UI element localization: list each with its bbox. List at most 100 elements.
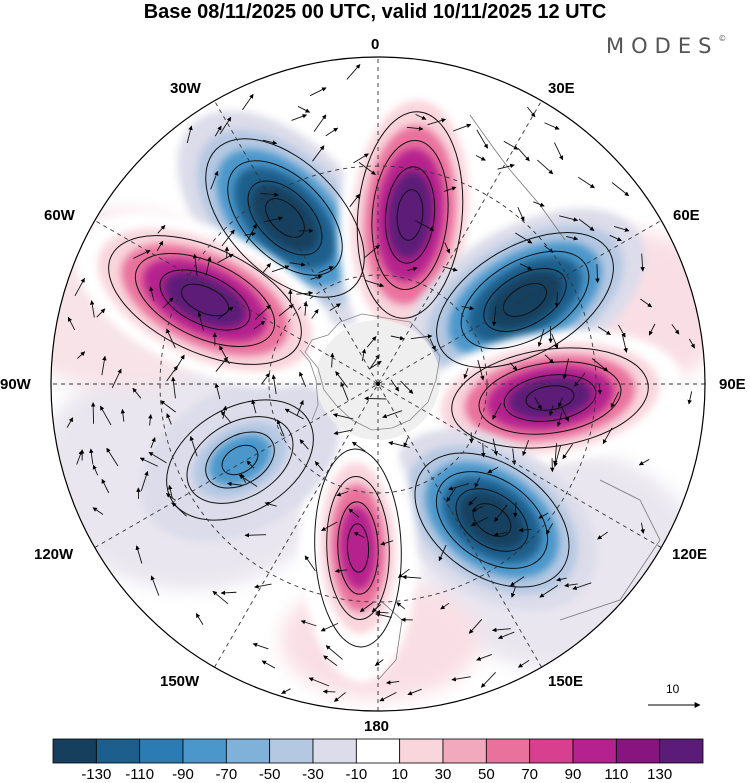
streamline-loop bbox=[435, 471, 549, 569]
wind-arrow bbox=[358, 161, 376, 175]
wind-arrow bbox=[92, 464, 99, 476]
wind-arrow bbox=[156, 240, 164, 251]
wind-arrow bbox=[564, 583, 578, 588]
brand-text: MODES bbox=[606, 34, 719, 58]
wind-arrow bbox=[640, 253, 645, 272]
wind-arrow bbox=[168, 484, 173, 499]
streamline-loop bbox=[265, 198, 305, 238]
wind-arrow bbox=[566, 235, 579, 241]
wind-arrow bbox=[517, 147, 530, 162]
wind-arrow bbox=[197, 311, 205, 331]
wind-arrow bbox=[549, 405, 554, 416]
wind-arrow bbox=[321, 521, 338, 532]
streamline-loop bbox=[502, 283, 548, 317]
wind-arrow bbox=[406, 126, 424, 131]
wind-arrow bbox=[401, 574, 422, 580]
wind-arrow bbox=[640, 522, 645, 534]
wind-arrow bbox=[309, 87, 327, 97]
wind-arrow bbox=[304, 555, 316, 572]
wind-arrow bbox=[186, 125, 193, 144]
wind-arrow bbox=[221, 229, 235, 247]
wind-arrow bbox=[561, 406, 569, 422]
wind-arrow bbox=[314, 461, 324, 471]
wind-arrow bbox=[410, 334, 433, 340]
wind-arrow bbox=[477, 359, 485, 381]
wind-arrow bbox=[613, 225, 630, 232]
vortex-contour bbox=[387, 171, 433, 259]
wind-arrow bbox=[261, 372, 270, 384]
wind-arrow bbox=[427, 118, 446, 126]
wind-arrow bbox=[415, 220, 435, 231]
wind-arrow bbox=[320, 622, 339, 632]
wind-arrow bbox=[407, 688, 422, 696]
wind-arrow bbox=[597, 326, 611, 336]
wind-arrow bbox=[353, 531, 365, 539]
wind-arrow bbox=[101, 478, 110, 494]
wind-arrow bbox=[638, 459, 650, 466]
wind-arrow bbox=[364, 244, 380, 259]
wind-arrow bbox=[336, 491, 349, 497]
streamline-loop bbox=[314, 448, 402, 648]
wind-arrow bbox=[212, 590, 229, 605]
streamline-loop bbox=[134, 252, 276, 348]
wind-arrow bbox=[374, 659, 384, 667]
wind-arrow bbox=[346, 64, 361, 80]
wind-arrow bbox=[308, 677, 330, 687]
wind-arrow bbox=[511, 448, 517, 466]
wind-arrow bbox=[509, 362, 518, 371]
wind-arrow bbox=[189, 435, 198, 457]
wind-arrow bbox=[510, 576, 525, 587]
brand-mark: © bbox=[718, 34, 727, 43]
wind-arrow bbox=[468, 496, 477, 506]
wind-arrow bbox=[556, 577, 567, 582]
wind-arrow bbox=[263, 216, 284, 223]
wind-arrow bbox=[325, 645, 343, 660]
wind-arrow bbox=[332, 413, 354, 420]
wind-arrow bbox=[493, 531, 508, 537]
wind-arrow bbox=[380, 540, 394, 546]
africa-coast bbox=[469, 114, 566, 241]
wind-arrow bbox=[448, 483, 470, 491]
wind-arrow bbox=[312, 145, 325, 162]
meridian bbox=[94, 220, 662, 548]
label-90e: 90E bbox=[719, 376, 746, 393]
wind-arrow bbox=[554, 292, 560, 308]
wind-arrow bbox=[278, 304, 294, 317]
wind-arrow bbox=[140, 470, 149, 492]
wind-arrow bbox=[262, 262, 271, 273]
wind-arrow bbox=[476, 129, 489, 149]
wind-arrow bbox=[160, 400, 176, 413]
colorbar-tick-label: 130 bbox=[647, 766, 673, 783]
wind-arrow bbox=[403, 437, 409, 448]
wind-arrow bbox=[351, 441, 366, 452]
label-180: 180 bbox=[364, 718, 390, 735]
wind-arrow bbox=[254, 583, 272, 589]
wind-arrow bbox=[148, 451, 167, 464]
wind-arrow bbox=[246, 460, 255, 469]
colorbar-tick-label: 30 bbox=[434, 766, 452, 783]
wind-arrow bbox=[487, 467, 499, 474]
streamline-loop bbox=[460, 250, 590, 350]
wind-arrow bbox=[92, 507, 104, 515]
wind-arrow bbox=[89, 300, 95, 318]
wind-arrow bbox=[106, 447, 119, 467]
wind-arrow bbox=[139, 457, 158, 467]
wind-arrow bbox=[260, 192, 279, 197]
label-150w: 150W bbox=[160, 673, 200, 690]
wind-arrow bbox=[556, 412, 563, 427]
wind-arrow bbox=[291, 114, 308, 121]
wind-arrow bbox=[553, 142, 564, 161]
wind-arrow bbox=[518, 527, 532, 533]
wind-arrow bbox=[264, 501, 277, 507]
wind-arrow bbox=[390, 335, 405, 341]
label-120e: 120E bbox=[672, 546, 708, 563]
wind-arrow bbox=[240, 473, 247, 483]
wind-arrow bbox=[648, 323, 656, 336]
wind-arrow bbox=[220, 590, 237, 596]
peninsula-coast bbox=[299, 349, 319, 421]
wind-arrow bbox=[353, 153, 369, 164]
wind-arrow bbox=[618, 324, 626, 338]
wind-arrow bbox=[519, 263, 533, 271]
wind-arrow bbox=[474, 477, 481, 488]
wind-arrow bbox=[480, 671, 496, 688]
